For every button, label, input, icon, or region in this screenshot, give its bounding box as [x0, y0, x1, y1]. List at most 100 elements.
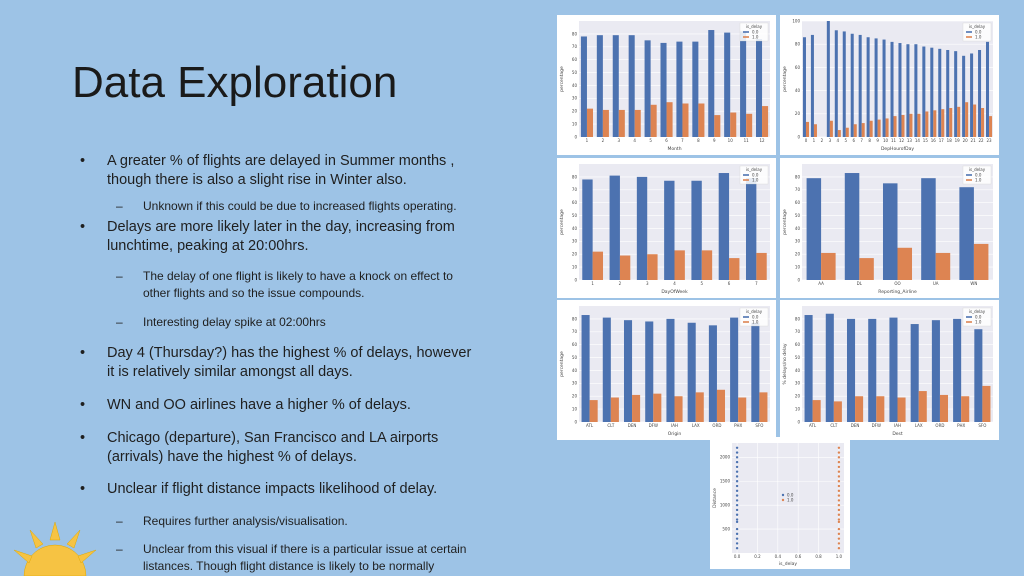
- bar-no-delay: [978, 50, 982, 137]
- bar-no-delay: [985, 41, 990, 137]
- bar-delay: [805, 121, 810, 137]
- bullet-text: Chicago (departure), San Francisco and L…: [107, 429, 507, 467]
- point-delay: [837, 532, 841, 536]
- chart-distance-scatter: 500 1000 1500 2000 0.0 0.2 0.4 0.6 0.8 1.0 is_dela…: [710, 437, 850, 569]
- point-delay: [837, 480, 841, 483]
- y-tick-label: 10: [572, 265, 578, 270]
- y-tick-label: 0: [797, 277, 800, 282]
- y-tick-label: 30: [572, 96, 578, 101]
- x-tick-label: ATL: [809, 423, 817, 428]
- x-tick-label: 6: [728, 281, 731, 286]
- bar-delay: [853, 124, 857, 137]
- bullet-marker: •: [80, 481, 86, 497]
- x-tick-label: 11: [891, 138, 897, 143]
- x-tick-label: 2: [821, 138, 824, 143]
- legend-label: 1.0: [975, 177, 982, 182]
- bar-delay: [981, 108, 985, 137]
- y-tick-label: 1000: [720, 503, 731, 508]
- x-tick-label: 1: [586, 138, 589, 143]
- x-axis-label: DepHourofDay: [881, 146, 914, 152]
- x-tick-label: 10: [728, 138, 734, 143]
- legend-label: 1.0: [975, 34, 982, 39]
- bullet-text-line: Unknown if this could be due to increase…: [143, 199, 457, 213]
- y-tick-label: 10: [795, 407, 801, 412]
- bar-no-delay: [612, 35, 619, 137]
- y-tick-label: 30: [795, 239, 801, 244]
- sun-logo-icon: [13, 521, 97, 576]
- bar-delay: [821, 252, 836, 280]
- y-axis-label: Distance: [712, 488, 718, 508]
- x-tick-label: 5: [844, 138, 847, 143]
- bar-delay: [610, 397, 619, 422]
- bullet-text-line: Unclear if flight distance impacts likel…: [107, 481, 438, 497]
- bar-no-delay: [922, 46, 926, 137]
- x-tick-label: 20: [963, 138, 969, 143]
- bar-no-delay: [581, 315, 590, 422]
- bar-delay: [893, 116, 897, 137]
- x-tick-label: 0.8: [815, 554, 822, 559]
- bar-no-delay: [868, 318, 877, 422]
- bar-no-delay: [609, 175, 620, 280]
- legend-title: is_delay: [746, 24, 763, 29]
- bar-no-delay: [842, 31, 846, 137]
- bar-no-delay: [804, 315, 813, 422]
- bar-delay: [701, 250, 713, 280]
- y-tick-label: 0: [574, 277, 577, 282]
- legend-title: is_delay: [746, 167, 763, 172]
- legend-title: is_delay: [969, 24, 986, 29]
- bar-delay: [650, 104, 657, 137]
- y-tick-label: 70: [795, 187, 801, 192]
- y-tick-label: 60: [795, 342, 801, 347]
- y-tick-label: 0: [797, 419, 800, 424]
- bar-delay: [897, 247, 913, 280]
- x-tick-label: IAH: [671, 423, 678, 428]
- bar-delay: [837, 130, 841, 137]
- point-no-delay: [735, 446, 739, 449]
- point-delay: [837, 508, 841, 512]
- x-tick-label: CLT: [830, 423, 837, 428]
- bar-delay: [759, 392, 768, 422]
- bullet-text-line: The delay of one flight is likely to hav…: [143, 269, 453, 283]
- x-tick-label: 3: [618, 138, 621, 143]
- bar-delay: [653, 393, 662, 422]
- x-tick-label: 8: [868, 138, 871, 143]
- legend-label: 0.0: [752, 172, 759, 177]
- y-tick-label: 0: [574, 419, 577, 424]
- bullet-text-line: WN and OO airlines have a higher % of de…: [107, 397, 411, 413]
- bullet-text: The delay of one flight is likely to hav…: [143, 268, 503, 302]
- x-tick-label: 6: [852, 138, 855, 143]
- y-tick-label: 500: [722, 526, 730, 531]
- point-delay: [837, 537, 841, 540]
- bar-no-delay: [953, 318, 962, 422]
- bar-no-delay: [850, 33, 854, 137]
- plot-area: [732, 443, 844, 553]
- x-tick-label: 15: [923, 138, 929, 143]
- bar-delay: [989, 116, 993, 137]
- bar-delay: [982, 385, 991, 422]
- y-tick-label: 50: [572, 355, 578, 360]
- bar-delay: [695, 392, 704, 422]
- x-tick-label: 12: [759, 138, 765, 143]
- bar-delay: [877, 119, 881, 137]
- x-tick-label: 12: [899, 138, 905, 143]
- bar-no-delay: [623, 320, 633, 422]
- bar-delay: [762, 106, 769, 137]
- legend-label: 0.0: [975, 29, 982, 34]
- x-tick-label: 0.4: [775, 554, 782, 559]
- point-delay: [837, 542, 841, 545]
- x-axis-label: Origin: [668, 431, 682, 437]
- x-tick-label: 23: [986, 138, 992, 143]
- x-tick-label: 22: [979, 138, 985, 143]
- bar-no-delay: [676, 41, 683, 137]
- bullet-text-line: it is relatively similar amongst all day…: [107, 364, 353, 380]
- x-axis-label: Dest: [892, 431, 903, 437]
- bar-delay: [933, 110, 937, 137]
- x-tick-label: LAX: [915, 423, 923, 428]
- chart-airline: 0 10 20 30 40 50 60 70 80 AA DL OO UA WN Reporting_Air…: [780, 158, 999, 298]
- bar-no-delay: [745, 178, 757, 280]
- bar-no-delay: [874, 38, 878, 137]
- bar-delay: [833, 401, 842, 422]
- bar-delay: [949, 108, 953, 137]
- legend-marker-no-delay: [781, 493, 785, 497]
